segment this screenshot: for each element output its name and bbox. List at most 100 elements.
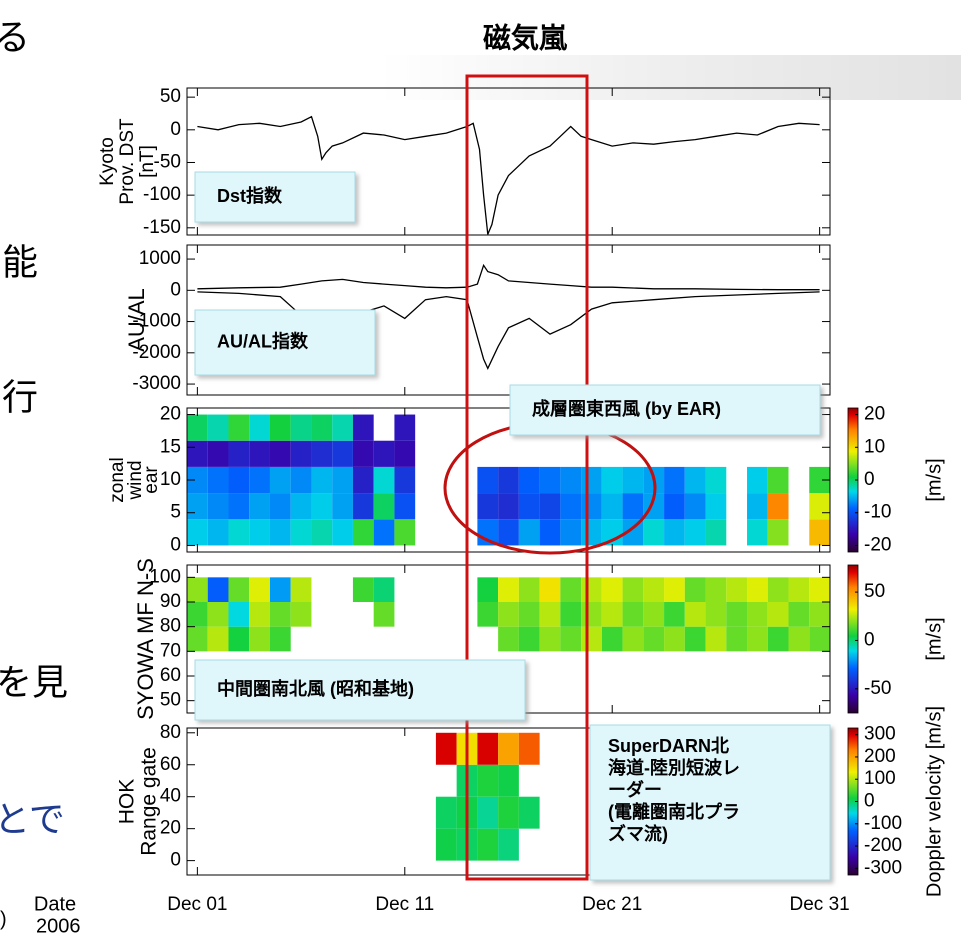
- heat-cell: [726, 602, 747, 627]
- heat-cell: [768, 467, 789, 493]
- heat-cell: [789, 602, 810, 627]
- heat-cell: [540, 602, 561, 627]
- heat-cell: [332, 467, 353, 493]
- heat-cell: [187, 493, 208, 519]
- heat-cell: [498, 797, 519, 829]
- heat-cell: [602, 602, 623, 627]
- heat-cell: [706, 602, 727, 627]
- heat-cell: [706, 519, 727, 545]
- heat-cell: [581, 602, 602, 627]
- heat-cell: [332, 441, 353, 467]
- heat-cell: [477, 797, 498, 829]
- slide: 磁気嵐 る能行を見とで) 500-50-100-150KyotoProv. DS…: [0, 0, 961, 945]
- heat-cell: [664, 602, 685, 627]
- heat-cell: [768, 519, 789, 545]
- colorbar-tick-label: 0: [864, 629, 875, 650]
- heat-cell: [187, 577, 208, 602]
- y-tick-label: 40: [160, 786, 181, 807]
- y-tick-label: 70: [160, 640, 181, 661]
- heat-cell: [623, 627, 644, 652]
- heat-cell: [249, 441, 270, 467]
- y-axis-label: Kyoto: [97, 137, 118, 186]
- colorbar-tick-label: 100: [864, 768, 896, 789]
- heat-cell: [519, 797, 540, 829]
- annotation-text: 海道-陸別短波レ: [608, 757, 740, 778]
- colorbar-tick-label: 10: [864, 436, 885, 457]
- heat-cell: [789, 627, 810, 652]
- heat-cell: [249, 602, 270, 627]
- heat-cell: [540, 467, 561, 493]
- y-axis-label: [nT]: [137, 145, 158, 178]
- heat-cell: [706, 467, 727, 493]
- y-tick-label: 50: [160, 690, 181, 711]
- y-tick-label: 80: [160, 616, 181, 637]
- heat-cell: [498, 627, 519, 652]
- y-tick-label: 0: [170, 534, 181, 555]
- y-axis-label: ear: [141, 466, 162, 494]
- heat-cell: [747, 577, 768, 602]
- heat-cell: [560, 519, 581, 545]
- colorbar-tick-label: 300: [864, 724, 896, 745]
- heat-cell: [685, 577, 706, 602]
- y-tick-label: 0: [170, 279, 181, 300]
- heat-cell: [332, 519, 353, 545]
- colorbar-tick-label: -20: [864, 534, 891, 555]
- y-tick-label: 0: [170, 850, 181, 871]
- heat-cell: [498, 519, 519, 545]
- heat-cell: [353, 519, 374, 545]
- heat-cell: [353, 441, 374, 467]
- heat-cell: [643, 577, 664, 602]
- heat-cell: [540, 519, 561, 545]
- heat-cell: [187, 519, 208, 545]
- y-axis-label: Prov. DST: [117, 118, 138, 205]
- heat-cell: [477, 467, 498, 493]
- heat-cell: [498, 602, 519, 627]
- heat-cell: [208, 519, 229, 545]
- side-text: る: [0, 17, 30, 58]
- heat-cell: [747, 627, 768, 652]
- heat-cell: [374, 493, 395, 519]
- heat-cell: [228, 519, 249, 545]
- heat-cell: [270, 577, 291, 602]
- y-axis-label: SYOWA MF N-S: [133, 558, 158, 720]
- heat-cell: [685, 627, 706, 652]
- heat-cell: [498, 467, 519, 493]
- heat-cell: [228, 415, 249, 441]
- heat-cell: [768, 577, 789, 602]
- y-tick-label: 0: [170, 119, 181, 140]
- heat-cell: [208, 493, 229, 519]
- heat-cell: [208, 415, 229, 441]
- y-tick-label: 80: [160, 722, 181, 743]
- heat-cell: [249, 493, 270, 519]
- side-text: 能: [2, 242, 38, 283]
- heat-cell: [353, 467, 374, 493]
- colorbar-tick-label: 0: [864, 469, 875, 490]
- y-tick-label: 60: [160, 754, 181, 775]
- colorbar-tick-label: 0: [864, 791, 875, 812]
- heat-cell: [519, 493, 540, 519]
- side-text: を見: [0, 662, 68, 703]
- heat-cell: [498, 577, 519, 602]
- heat-cell: [249, 627, 270, 652]
- heat-cell: [747, 467, 768, 493]
- page: {"slide": {"title": "磁気嵐", "side_text": …: [0, 0, 961, 945]
- heat-cell: [374, 467, 395, 493]
- heat-cell: [353, 415, 374, 441]
- heat-cell: [560, 467, 581, 493]
- heat-cell: [291, 467, 312, 493]
- side-text: ): [0, 908, 7, 930]
- colorbar-tick-label: 200: [864, 746, 896, 767]
- heat-cell: [374, 441, 395, 467]
- data-line: [197, 265, 819, 289]
- y-tick-label: 10: [160, 469, 181, 490]
- heat-cell: [664, 519, 685, 545]
- heat-cell: [270, 519, 291, 545]
- heat-cell: [685, 519, 706, 545]
- heat-cell: [706, 627, 727, 652]
- heat-cell: [436, 797, 457, 829]
- heat-cell: [208, 602, 229, 627]
- heat-cell: [477, 733, 498, 765]
- colorbar-tick-label: -300: [864, 857, 902, 878]
- heat-cell: [519, 627, 540, 652]
- colorbar-label: [m/s]: [923, 617, 945, 660]
